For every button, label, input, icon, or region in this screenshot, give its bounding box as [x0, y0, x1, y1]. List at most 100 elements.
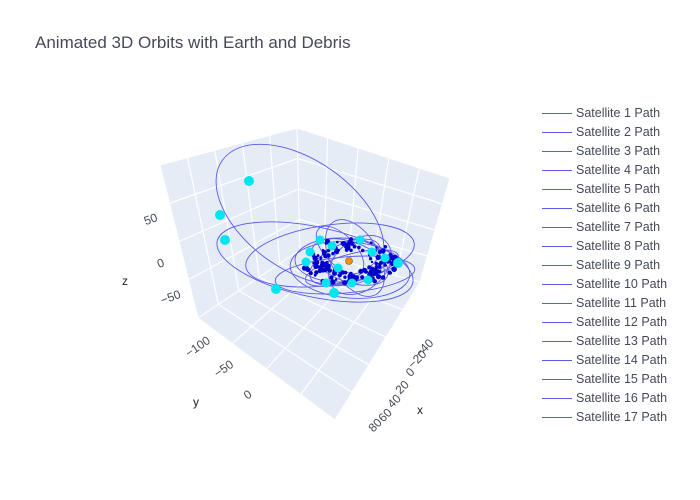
debris-marker [319, 262, 325, 268]
satellite-marker[interactable] [327, 241, 337, 251]
debris-marker [344, 248, 349, 252]
debris-marker [329, 275, 334, 280]
debris-marker [337, 248, 340, 252]
legend-item[interactable]: Satellite 4 Path [540, 161, 700, 180]
debris-marker [392, 255, 396, 260]
legend-item[interactable]: Satellite 12 Path [540, 313, 700, 332]
z-tick-label: 0 [155, 255, 166, 271]
satellite-marker[interactable] [355, 235, 365, 245]
legend-item[interactable]: Satellite 3 Path [540, 142, 700, 161]
satellite-marker[interactable] [220, 235, 230, 245]
debris-marker [316, 254, 320, 258]
debris-marker [357, 245, 361, 250]
satellite-marker[interactable] [215, 210, 225, 220]
debris-marker [334, 250, 338, 254]
legend-item[interactable]: Satellite 16 Path [540, 389, 700, 408]
satellite-marker[interactable] [301, 257, 311, 267]
legend-item[interactable]: Satellite 10 Path [540, 275, 700, 294]
legend[interactable]: Satellite 1 Path Satellite 2 Path Satellit… [540, 104, 700, 422]
satellite-marker[interactable] [380, 253, 390, 263]
debris-marker [331, 251, 335, 256]
debris-marker [375, 246, 378, 249]
satellite-marker[interactable] [393, 258, 403, 268]
legend-item[interactable]: Satellite 9 Path [540, 256, 700, 275]
debris-marker [352, 274, 356, 279]
legend-item[interactable]: Satellite 2 Path [540, 123, 700, 142]
satellite-marker[interactable] [315, 235, 325, 245]
legend-swatch [542, 246, 572, 247]
satellite-marker[interactable] [244, 176, 254, 186]
legend-label: Satellite 14 Path [576, 353, 668, 367]
satellite-marker[interactable] [305, 247, 315, 257]
orbit-path [216, 221, 414, 303]
legend-item[interactable]: Satellite 5 Path [540, 180, 700, 199]
debris-marker [380, 248, 386, 254]
legend-label: Satellite 3 Path [576, 144, 661, 158]
debris-marker [347, 274, 353, 280]
legend-item[interactable]: Satellite 15 Path [540, 370, 700, 389]
legend-label: Satellite 12 Path [576, 315, 668, 329]
debris-marker [379, 260, 384, 265]
satellite-marker[interactable] [321, 278, 331, 288]
legend-swatch [542, 208, 572, 209]
legend-swatch [542, 322, 572, 323]
grid-line [169, 157, 298, 204]
legend-item[interactable]: Satellite 14 Path [540, 351, 700, 370]
debris-marker [388, 271, 392, 275]
debris-marker [391, 266, 397, 273]
debris-marker [341, 241, 347, 247]
earth-marker [345, 257, 353, 265]
debris-marker [375, 274, 382, 280]
z-axis-ticks: 50 0 −50 [142, 210, 183, 307]
grid-line [297, 157, 443, 205]
x-axis-title: x [417, 403, 423, 417]
legend-label: Satellite 15 Path [576, 372, 668, 386]
orbit-path [274, 255, 416, 295]
debris-marker [327, 268, 333, 273]
debris-marker [321, 248, 325, 252]
satellite-marker[interactable] [347, 278, 357, 288]
legend-label: Satellite 16 Path [576, 391, 668, 405]
satellite-marker[interactable] [367, 247, 377, 257]
legend-swatch [542, 284, 572, 285]
grid-line [231, 257, 331, 344]
legend-swatch [542, 265, 572, 266]
legend-label: Satellite 8 Path [576, 239, 661, 253]
legend-item[interactable]: Satellite 11 Path [540, 294, 700, 313]
satellite-marker[interactable] [333, 263, 343, 273]
debris-marker [372, 279, 377, 284]
debris-marker [383, 245, 388, 249]
debris-marker [374, 261, 378, 266]
legend-item[interactable]: Satellite 13 Path [540, 332, 700, 351]
legend-label: Satellite 17 Path [576, 410, 668, 422]
debris-marker [313, 273, 317, 277]
legend-label: Satellite 4 Path [576, 163, 661, 177]
debris-marker [346, 242, 351, 247]
legend-item[interactable]: Satellite 8 Path [540, 237, 700, 256]
debris-marker [362, 267, 367, 273]
debris-marker [368, 271, 373, 275]
legend-item[interactable]: Satellite 7 Path [540, 218, 700, 237]
legend-item[interactable]: Satellite 1 Path [540, 104, 700, 123]
satellite-marker[interactable] [363, 275, 373, 285]
y-axis-title: y [193, 395, 199, 409]
debris-marker [349, 248, 353, 253]
debris-marker [314, 260, 319, 265]
debris-marker [320, 267, 326, 273]
legend-item[interactable]: Satellite 17 Path [540, 408, 700, 422]
satellite-marker[interactable] [329, 288, 339, 298]
debris-marker [321, 251, 327, 256]
debris-marker [305, 266, 309, 269]
debris-marker [340, 270, 345, 275]
grid-line [300, 273, 391, 395]
debris-marker [332, 271, 337, 276]
legend-item[interactable]: Satellite 6 Path [540, 199, 700, 218]
legend-swatch [542, 379, 572, 380]
satellite-marker[interactable] [271, 284, 281, 294]
legend-label: Satellite 11 Path [576, 296, 667, 310]
legend-label: Satellite 13 Path [576, 334, 668, 348]
debris-marker [343, 275, 347, 279]
debris-marker [319, 258, 322, 261]
debris-marker [313, 263, 319, 269]
